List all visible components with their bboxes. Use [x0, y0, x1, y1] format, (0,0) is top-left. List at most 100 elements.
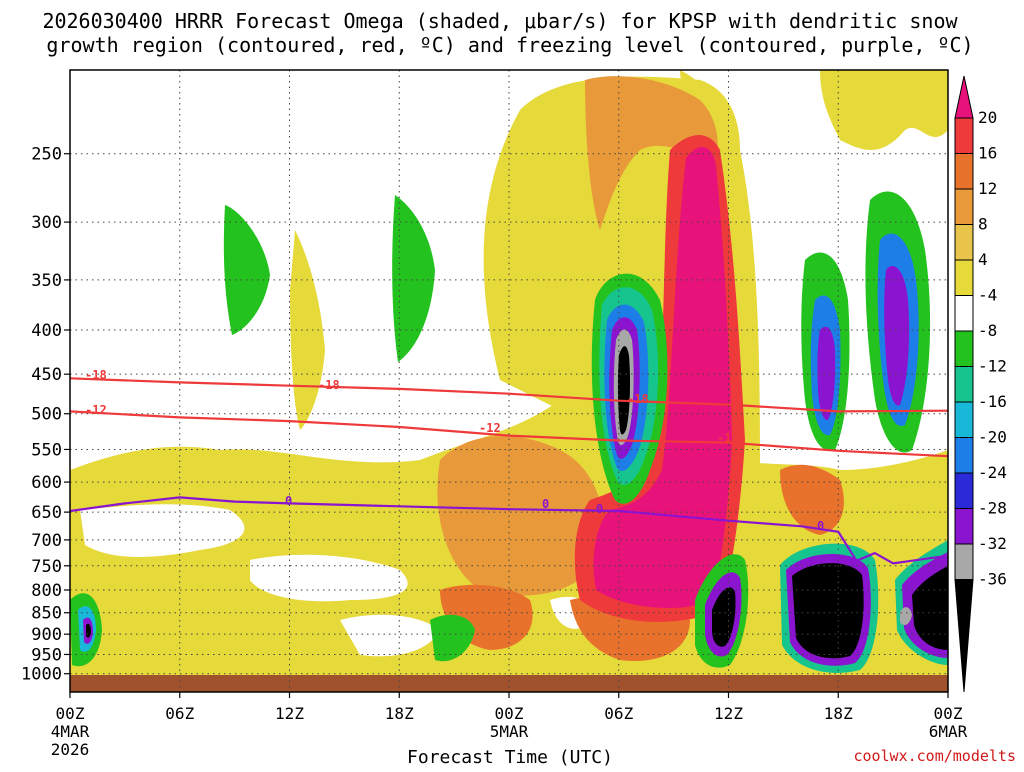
omega-updraft-06z-black — [617, 346, 630, 435]
colorbar-label-12: -32 — [978, 534, 1007, 553]
dgz-label-m18-c: -18 — [627, 392, 649, 406]
colorbar-segment-6 — [954, 330, 974, 367]
colorbar-label-10: -24 — [978, 463, 1007, 482]
colorbar-segment-1 — [954, 153, 974, 190]
colorbar: 20 16 12 8 4 -4 -8 -12 -16 -20 -24 -28 -32 -36 — [954, 75, 1007, 693]
x-tick-date-0: 4MAR — [51, 722, 90, 741]
y-tick-label-p250: 250 — [31, 145, 62, 165]
x-tick-label-6: 12Z — [714, 704, 743, 723]
omega-orange-lowlevel-2 — [780, 464, 844, 535]
omega-green-cell-b — [392, 195, 435, 362]
colorbar-label-11: -28 — [978, 499, 1007, 518]
y-axis: 2503003504004505005506006507007508008509… — [21, 145, 70, 685]
fzl-label-0-d: 0 — [596, 502, 603, 516]
y-tick-label-p950: 950 — [31, 645, 62, 665]
colorbar-segment-3 — [954, 224, 974, 261]
omega-orange-upper — [585, 76, 718, 230]
colorbar-label-7: -12 — [978, 357, 1007, 376]
omega-yellow-top-mid — [680, 70, 730, 130]
y-tick-label-p850: 850 — [31, 604, 62, 624]
x-tick-year-0: 2026 — [51, 740, 90, 759]
dgz-label-m12-a: -12 — [85, 403, 107, 417]
colorbar-min-triangle — [954, 579, 974, 693]
colorbar-max-triangle — [954, 75, 974, 119]
colorbar-label-8: -16 — [978, 392, 1007, 411]
x-tick-label-2: 12Z — [275, 704, 304, 723]
fzl-label-0-a: 0 — [285, 494, 292, 508]
freezing-level-contour — [70, 496, 948, 565]
dgz-label-m18-b: -18 — [318, 378, 340, 392]
colorbar-label-0: 20 — [978, 108, 997, 127]
y-tick-label-p450: 450 — [31, 365, 62, 385]
ground-surface — [70, 675, 948, 692]
colorbar-segment-2 — [954, 188, 974, 225]
x-tick-label-3: 18Z — [385, 704, 414, 723]
omega-field — [70, 70, 948, 690]
omega-white-hole-3 — [340, 614, 440, 657]
dgz-contour-m12 — [70, 410, 948, 458]
dgz-label-m18-a: -18 — [85, 368, 107, 382]
omega-updraft-21z-purple — [884, 265, 910, 406]
x-axis-title: Forecast Time (UTC) — [407, 747, 613, 768]
dgz-contour-m18 — [70, 377, 948, 413]
x-tick-label-4: 00Z — [495, 704, 524, 723]
omega-green-cell-a — [223, 205, 270, 335]
colorbar-label-4: 4 — [978, 250, 988, 269]
colorbar-segment-0 — [954, 117, 974, 154]
colorbar-label-3: 8 — [978, 215, 988, 234]
omega-white-hole-1 — [80, 504, 245, 557]
colorbar-segment-12 — [954, 543, 974, 580]
y-tick-label-p550: 550 — [31, 440, 62, 460]
x-tick-date-4: 5MAR — [490, 722, 529, 741]
colorbar-label-2: 12 — [978, 179, 997, 198]
omega-green-cell-c — [430, 614, 475, 662]
colorbar-segment-5 — [954, 295, 974, 332]
chart-title-line2: growth region (contoured, red, ºC) and f… — [46, 33, 973, 57]
colorbar-segment-8 — [954, 401, 974, 438]
y-tick-label-p750: 750 — [31, 557, 62, 577]
contour-labels: -18 -18 -18 -12 -12 -12 0 0 0 0 — [85, 368, 824, 533]
colorbar-segment-7 — [954, 366, 974, 403]
y-tick-label-p800: 800 — [31, 581, 62, 601]
x-tick-label-8: 00Z — [934, 704, 963, 723]
fzl-label-0-c: 0 — [817, 519, 824, 533]
dgz-label-m12-b: -12 — [479, 421, 501, 435]
dgz-label-m12-c: -12 — [717, 431, 739, 445]
colorbar-label-9: -20 — [978, 428, 1007, 447]
credit-text: coolwx.com/modelts — [853, 747, 1016, 765]
omega-updraft-00z-low-gray — [900, 607, 912, 626]
colorbar-label-5: -4 — [978, 286, 997, 305]
omega-updraft-12z-low-black — [712, 587, 736, 647]
x-tick-label-1: 06Z — [165, 704, 194, 723]
x-tick-label-5: 06Z — [604, 704, 633, 723]
colorbar-label-6: -8 — [978, 321, 997, 340]
omega-magenta-core — [593, 146, 732, 609]
y-tick-label-p900: 900 — [31, 625, 62, 645]
contour-lines — [70, 377, 948, 565]
y-tick-label-p500: 500 — [31, 405, 62, 425]
x-tick-date-8: 6MAR — [929, 722, 968, 741]
chart-title-line1: 2026030400 HRRR Forecast Omega (shaded, … — [42, 9, 958, 33]
y-tick-label-p350: 350 — [31, 271, 62, 291]
y-tick-label-p700: 700 — [31, 531, 62, 551]
y-tick-label-p650: 650 — [31, 503, 62, 523]
colorbar-segment-4 — [954, 259, 974, 296]
omega-updraft-18z-purple — [817, 326, 836, 421]
x-tick-label-7: 18Z — [824, 704, 853, 723]
y-tick-label-p1000: 1000 — [21, 665, 62, 685]
omega-yellow-top-right — [820, 70, 948, 150]
fzl-label-0-b: 0 — [542, 497, 549, 511]
colorbar-segment-11 — [954, 508, 974, 545]
colorbar-label-1: 16 — [978, 144, 997, 163]
colorbar-label-13: -36 — [978, 570, 1007, 589]
omega-updraft-00z-low-black — [912, 566, 948, 650]
x-tick-label-0: 00Z — [56, 704, 85, 723]
omega-orange-midlevel — [437, 436, 604, 596]
colorbar-segment-10 — [954, 472, 974, 509]
y-tick-label-p600: 600 — [31, 473, 62, 493]
colorbar-segment-9 — [954, 437, 974, 474]
y-tick-label-p400: 400 — [31, 321, 62, 341]
